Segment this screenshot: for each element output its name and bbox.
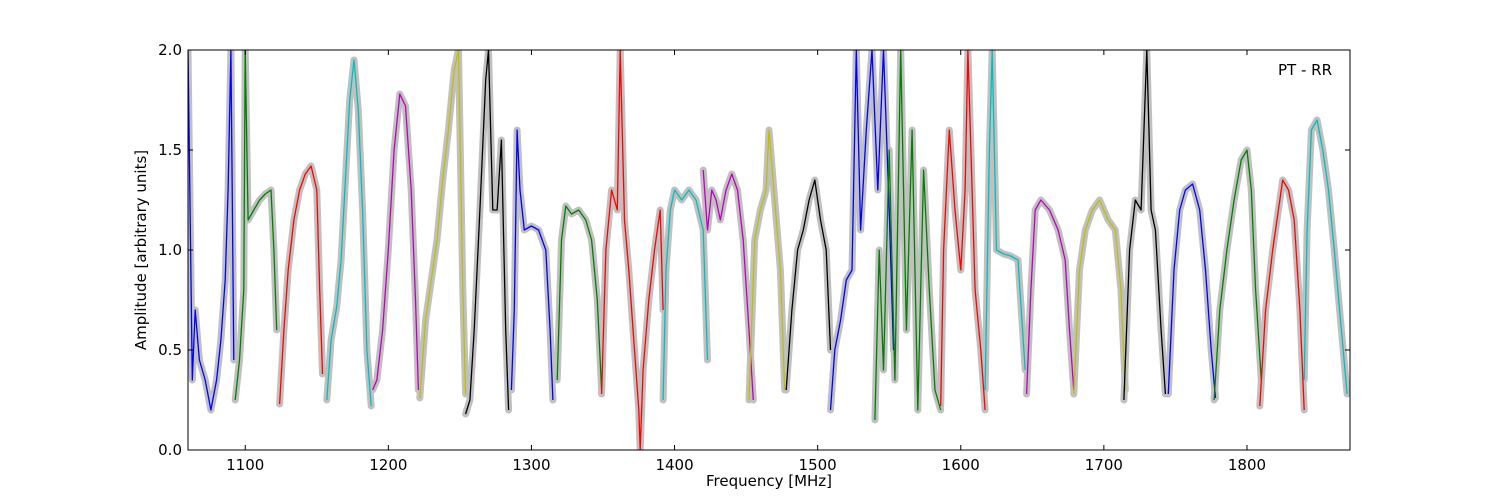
- series-line-11: [702, 169, 754, 401]
- x-tick-label-1600: 1600: [942, 456, 980, 474]
- series-line-0: [188, 50, 235, 411]
- series-line-16: [940, 50, 986, 411]
- x-tick-label-1100: 1100: [226, 456, 264, 474]
- series-line-17: [984, 50, 1026, 391]
- y-tick-label-4: 2.0: [158, 41, 182, 59]
- x-tick-label-1700: 1700: [1085, 456, 1123, 474]
- y-tick-label-3: 1.5: [158, 141, 182, 159]
- y-tick-label-0: 0.0: [158, 441, 182, 459]
- series-line-10: [662, 189, 709, 401]
- series-line-9: [600, 50, 664, 450]
- series-line-20: [1123, 50, 1167, 401]
- x-tick-label-1800: 1800: [1228, 456, 1266, 474]
- annotation-label: PT - RR: [1278, 61, 1332, 79]
- series-line-1: [234, 50, 278, 401]
- x-tick-label-1200: 1200: [369, 456, 407, 474]
- x-axis-label: Frequency [MHz]: [706, 472, 832, 490]
- series-line-7: [510, 129, 554, 401]
- series-group: [188, 50, 1348, 450]
- y-tick-label-2: 1.0: [158, 241, 182, 259]
- series-line-15: [874, 50, 942, 421]
- x-tick-label-1300: 1300: [512, 456, 550, 474]
- series-line-8: [556, 205, 603, 391]
- series-line-22: [1213, 149, 1262, 401]
- axis-ticks: 1100 1200 1300 1400 1500 1600 1700 1800 0.0 0.5 1.…: [158, 41, 1350, 474]
- series-line-14: [829, 50, 895, 411]
- series-line-6: [464, 50, 510, 415]
- y-axis-label: Amplitude [arbitrary units]: [132, 150, 150, 350]
- series-line-18: [1025, 199, 1075, 395]
- series-line-4: [372, 93, 420, 391]
- series-line-21: [1167, 183, 1217, 399]
- series-line-3: [326, 59, 372, 407]
- series-line-13: [785, 179, 832, 391]
- series-line-12: [748, 129, 786, 401]
- series-line-2: [278, 165, 324, 405]
- series-line-19: [1073, 199, 1126, 395]
- x-tick-label-1400: 1400: [655, 456, 693, 474]
- series-line-23: [1259, 179, 1305, 411]
- x-tick-label-1500: 1500: [799, 456, 837, 474]
- series-line-5: [419, 50, 467, 399]
- series-line-24: [1303, 119, 1348, 395]
- y-tick-label-1: 0.5: [158, 341, 182, 359]
